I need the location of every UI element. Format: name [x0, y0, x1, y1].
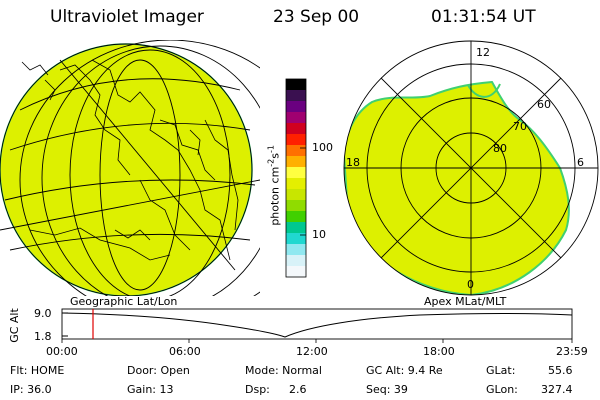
- timeline-ytick-label-top: 9.0: [34, 307, 52, 320]
- glon-value: 327.4: [541, 383, 573, 396]
- door-status: Door: Open: [127, 364, 190, 377]
- colorbar-segment: [286, 123, 306, 135]
- mlt-label-18: 18: [346, 156, 360, 169]
- altitude-curve: [61, 312, 573, 338]
- colorbar-segment: [286, 200, 306, 212]
- polar-emission-region: [344, 80, 570, 295]
- colorbar-segment: [286, 112, 306, 124]
- right-panel-label: Apex MLat/MLT: [424, 295, 507, 308]
- timeline-ytick-label-bottom: 1.8: [34, 330, 52, 343]
- mlt-label-0: 0: [467, 278, 474, 291]
- colorbar-segment: [286, 90, 306, 102]
- mlt-label-6: 6: [577, 156, 584, 169]
- globe-grid: [0, 40, 260, 296]
- flight-status: Flt: HOME: [10, 364, 65, 377]
- dsp-label: Dsp:: [245, 383, 270, 396]
- colorbar-segment: [286, 233, 306, 245]
- colorbar-unit-label: photon cm-2s-1: [266, 145, 282, 226]
- colorbar-segment: [286, 255, 306, 267]
- colorbar-segment: [286, 178, 306, 190]
- mlat-label-60: 60: [537, 98, 551, 111]
- timeline-xticks: [61, 339, 573, 343]
- colorbar-segment: [286, 266, 306, 278]
- colorbar-segment: [286, 189, 306, 201]
- colorbar-segment: [286, 211, 306, 223]
- timeline-xtick-0000: 00:00: [46, 345, 78, 358]
- colorbar-segment: [286, 244, 306, 256]
- glat-label: GLat:: [486, 364, 516, 377]
- geographic-globe: [0, 40, 260, 296]
- glat-value: 55.6: [548, 364, 573, 377]
- seq-value: Seq: 39: [366, 383, 408, 396]
- polar-grid: [343, 40, 599, 296]
- colorbar-segment: [286, 145, 306, 157]
- timeline-xtick-1200: 12:00: [296, 345, 328, 358]
- polar-arc: [467, 83, 501, 98]
- dsp-value: 2.6: [289, 383, 307, 396]
- glon-label: GLon:: [486, 383, 518, 396]
- colorbar-segment: [286, 156, 306, 168]
- colorbar-segment: [286, 101, 306, 113]
- left-panel-label: Geographic Lat/Lon: [70, 295, 178, 308]
- altitude-timeline: [61, 308, 573, 343]
- gc-alt-value: GC Alt: 9.4 Re: [366, 364, 443, 377]
- timeline-y-axis-label: GC Alt: [7, 308, 21, 343]
- colorbar-segment: [286, 222, 306, 234]
- colorbar: [286, 79, 306, 278]
- ip-value: IP: 36.0: [10, 383, 52, 396]
- timeline-xtick-0600: 06:00: [169, 345, 201, 358]
- timeline-xtick-2359: 23:59: [556, 345, 588, 358]
- mlt-label-12: 12: [476, 46, 490, 59]
- gain-value: Gain: 13: [127, 383, 174, 396]
- colorbar-frame: [285, 78, 307, 278]
- mlat-label-70: 70: [513, 120, 527, 133]
- colorbar-segment: [286, 134, 306, 146]
- mlat-label-80: 80: [493, 142, 507, 155]
- polar-image: [344, 80, 570, 295]
- date-label: 23 Sep 00: [273, 7, 360, 27]
- colorbar-tick-label-10: 10: [312, 228, 326, 241]
- app-title: Ultraviolet Imager: [50, 7, 204, 27]
- colorbar-segment: [286, 167, 306, 179]
- mode-status: Mode: Normal: [245, 364, 322, 377]
- timeline-xtick-1800: 18:00: [423, 345, 455, 358]
- time-label: 01:31:54 UT: [431, 7, 536, 27]
- colorbar-segment: [286, 79, 306, 91]
- colorbar-tick-label-100: 100: [312, 141, 333, 154]
- coastlines: [21, 59, 239, 261]
